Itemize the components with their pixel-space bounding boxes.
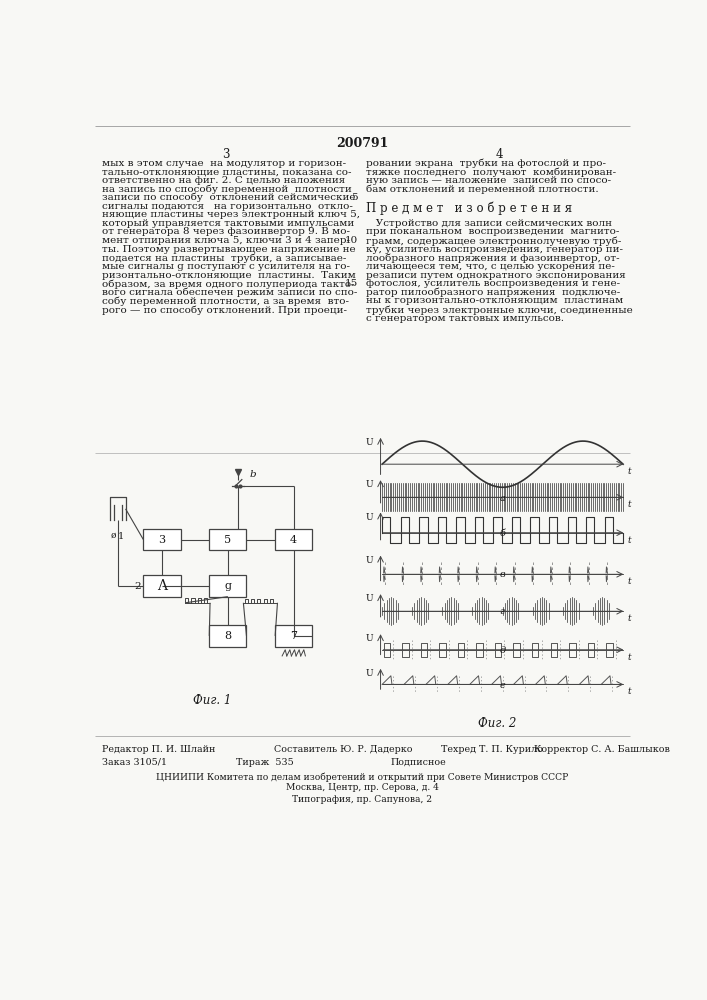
Text: 200791: 200791 <box>336 137 388 150</box>
Text: Фиг. 1: Фиг. 1 <box>193 694 232 707</box>
Text: ты. Поэтому развертывающее напряжение не: ты. Поэтому развертывающее напряжение не <box>103 245 356 254</box>
Text: Заказ 3105/1: Заказ 3105/1 <box>103 758 168 767</box>
Text: U: U <box>366 556 373 565</box>
Text: П р е д м е т   и з о б р е т е н и я: П р е д м е т и з о б р е т е н и я <box>366 202 572 215</box>
Text: 2: 2 <box>134 582 141 591</box>
Text: вого сигнала обеспечен режим записи по спо-: вого сигнала обеспечен режим записи по с… <box>103 288 358 297</box>
Text: 1: 1 <box>118 532 124 541</box>
Text: Фиг. 2: Фиг. 2 <box>479 717 517 730</box>
Text: t: t <box>628 577 631 586</box>
Text: фотослоя, усилитель воспроизведения и гене-: фотослоя, усилитель воспроизведения и ге… <box>366 279 620 288</box>
Text: 8: 8 <box>224 631 231 641</box>
Text: ратор пилообразного напряжения  подключе-: ратор пилообразного напряжения подключе- <box>366 288 620 297</box>
Bar <box>144 529 180 550</box>
Text: t: t <box>628 653 631 662</box>
Text: a: a <box>499 494 506 503</box>
Text: собу переменной плотности, а за время  вто-: собу переменной плотности, а за время вт… <box>103 296 349 306</box>
Text: U: U <box>366 634 373 643</box>
Text: грамм, содержащее электроннолучевую труб-: грамм, содержащее электроннолучевую труб… <box>366 236 621 246</box>
Text: рого — по способу отклонений. При проеци-: рого — по способу отклонений. При проеци… <box>103 305 347 315</box>
Bar <box>275 529 312 550</box>
Text: Тираж  535: Тираж 535 <box>235 758 293 767</box>
Text: Устройство для записи сейсмических волн: Устройство для записи сейсмических волн <box>366 219 612 228</box>
Text: бам отклонений и переменной плотности.: бам отклонений и переменной плотности. <box>366 184 598 194</box>
Text: г: г <box>500 607 505 616</box>
Text: ку, усилитель воспроизведения, генератор пи-: ку, усилитель воспроизведения, генератор… <box>366 245 623 254</box>
Text: 5: 5 <box>224 535 231 545</box>
Text: ны к горизонтально-отклоняющим  пластинам: ны к горизонтально-отклоняющим пластинам <box>366 296 623 305</box>
Text: в: в <box>499 570 505 579</box>
Text: 5: 5 <box>351 193 358 202</box>
Text: U: U <box>366 669 373 678</box>
Text: ЦНИИПИ Комитета по делам изобретений и открытий при Совете Министров СССР: ЦНИИПИ Комитета по делам изобретений и о… <box>156 772 568 782</box>
Text: ную запись — наложение  записей по спосо-: ную запись — наложение записей по спосо- <box>366 176 611 185</box>
Text: b: b <box>250 470 256 479</box>
Text: U: U <box>366 480 373 489</box>
Bar <box>275 625 312 647</box>
Text: U: U <box>366 513 373 522</box>
Text: лообразного напряжения и фазоинвертор, от-: лообразного напряжения и фазоинвертор, о… <box>366 253 619 263</box>
Text: мент отпирания ключа 5, ключи 3 и 4 запер-: мент отпирания ключа 5, ключи 3 и 4 запе… <box>103 236 351 245</box>
Text: личающееся тем, что, с целью ускорения пе-: личающееся тем, что, с целью ускорения п… <box>366 262 614 271</box>
Text: который управляется тактовыми импульсами: который управляется тактовыми импульсами <box>103 219 355 228</box>
Text: резаписи путем однократного экспонирования: резаписи путем однократного экспонирован… <box>366 271 626 280</box>
Text: е: е <box>499 681 505 690</box>
Text: записи по способу  отклонений сейсмические: записи по способу отклонений сейсмически… <box>103 193 356 202</box>
Text: б: б <box>499 529 506 538</box>
Text: Москва, Центр, пр. Серова, д. 4: Москва, Центр, пр. Серова, д. 4 <box>286 783 438 792</box>
Text: с генератором тактовых импульсов.: с генератором тактовых импульсов. <box>366 314 563 323</box>
Bar <box>209 625 247 647</box>
Text: Техред Т. П. Курило: Техред Т. П. Курило <box>441 745 543 754</box>
Text: Редактор П. И. Шлайн: Редактор П. И. Шлайн <box>103 745 216 754</box>
Text: 4: 4 <box>290 535 298 545</box>
Text: 15: 15 <box>345 279 358 288</box>
Text: t: t <box>628 536 631 545</box>
Text: Корректор С. А. Башлыков: Корректор С. А. Башлыков <box>534 745 670 754</box>
Text: ответственно на фиг. 2. С целью наложения: ответственно на фиг. 2. С целью наложени… <box>103 176 346 185</box>
Text: образом, за время одного полупериода такто-: образом, за время одного полупериода так… <box>103 279 355 289</box>
Text: Λ: Λ <box>157 579 167 593</box>
Text: 4: 4 <box>496 148 503 161</box>
Text: 3: 3 <box>158 535 165 545</box>
Text: Составитель Ю. Р. Дадерко: Составитель Ю. Р. Дадерко <box>274 745 413 754</box>
Text: 3: 3 <box>222 148 229 161</box>
Text: t: t <box>628 500 631 509</box>
Text: t: t <box>628 467 631 476</box>
Text: д: д <box>499 646 506 655</box>
Text: g: g <box>224 581 231 591</box>
Bar <box>144 575 180 597</box>
Text: подается на пластины  трубки, а записывае-: подается на пластины трубки, а записывае… <box>103 253 346 263</box>
Text: t: t <box>628 614 631 623</box>
Bar <box>209 575 247 597</box>
Text: ровании экрана  трубки на фотослой и про-: ровании экрана трубки на фотослой и про- <box>366 158 606 168</box>
Text: тяжке последнего  получают  комбинирован-: тяжке последнего получают комбинирован- <box>366 167 616 177</box>
Text: сигналы подаются   на горизонтально  откло-: сигналы подаются на горизонтально откло- <box>103 202 354 211</box>
Text: няющие пластины через электронный ключ 5,: няющие пластины через электронный ключ 5… <box>103 210 361 219</box>
Text: на запись по способу переменной  плотности: на запись по способу переменной плотност… <box>103 184 352 194</box>
Text: от генератора 8 через фазоинвертор 9. В мо-: от генератора 8 через фазоинвертор 9. В … <box>103 227 351 236</box>
Text: мых в этом случае  на модулятор и горизон-: мых в этом случае на модулятор и горизон… <box>103 158 346 167</box>
Text: тально-отклоняющие пластины, показана со-: тально-отклоняющие пластины, показана со… <box>103 167 352 176</box>
Text: мые сигналы g поступают с усилителя на го-: мые сигналы g поступают с усилителя на г… <box>103 262 351 271</box>
Text: U: U <box>366 594 373 603</box>
Text: ризонтально-отклоняющие  пластины.  Таким: ризонтально-отклоняющие пластины. Таким <box>103 271 356 280</box>
Text: Подписное: Подписное <box>391 758 446 767</box>
Text: при поканальном  воспроизведении  магнито-: при поканальном воспроизведении магнито- <box>366 227 619 236</box>
Text: 10: 10 <box>345 236 358 245</box>
Bar <box>209 529 247 550</box>
Text: ø: ø <box>110 530 116 539</box>
Text: t: t <box>628 687 631 696</box>
Text: 7: 7 <box>291 631 297 641</box>
Text: U: U <box>366 438 373 447</box>
Text: Типография, пр. Сапунова, 2: Типография, пр. Сапунова, 2 <box>292 795 432 804</box>
Text: трубки через электронные ключи, соединенные: трубки через электронные ключи, соединен… <box>366 305 633 315</box>
